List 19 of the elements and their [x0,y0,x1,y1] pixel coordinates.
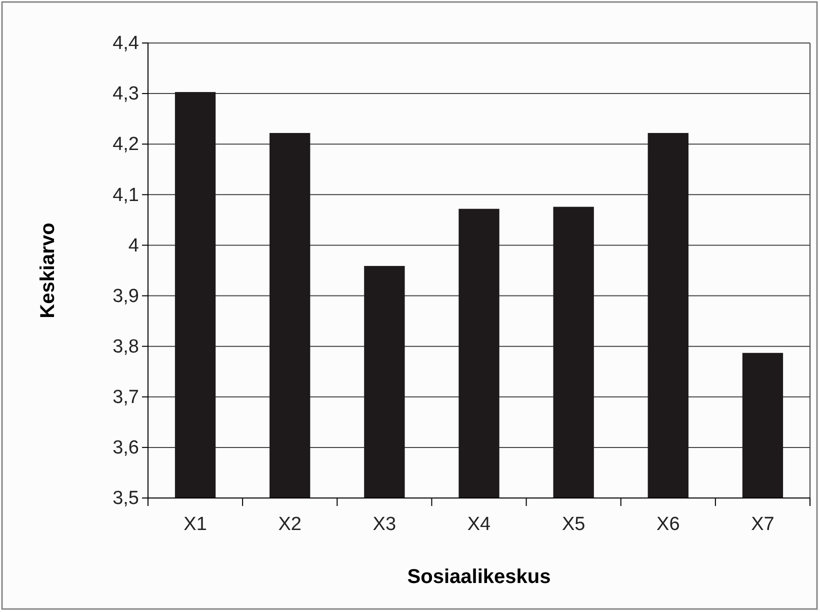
y-tick-label: 4,1 [112,184,139,206]
y-tick-label: 3,9 [112,286,139,307]
y-tick-label: 3,7 [112,386,139,408]
x-tick-label: X7 [751,514,774,535]
x-tick-label: X3 [372,514,396,535]
y-tick-label: 3,8 [112,336,139,358]
y-tick-label: 4,3 [112,84,139,105]
x-tick-label: X1 [184,514,207,535]
y-axis-title: Keskiarvo [37,222,59,318]
y-tick-label: 4,4 [112,33,140,54]
x-tick-label: X4 [467,514,492,535]
y-tick-label: 3,5 [112,488,139,510]
x-axis-title: Sosiaalikeskus [407,566,551,588]
y-tick-label: 4,2 [112,134,139,156]
y-tick-label: 3,6 [112,438,139,459]
x-tick-label: X5 [562,514,586,535]
y-tick-label: 4 [128,235,140,256]
x-tick-label: X6 [656,514,680,535]
x-tick-label: X2 [278,514,302,535]
